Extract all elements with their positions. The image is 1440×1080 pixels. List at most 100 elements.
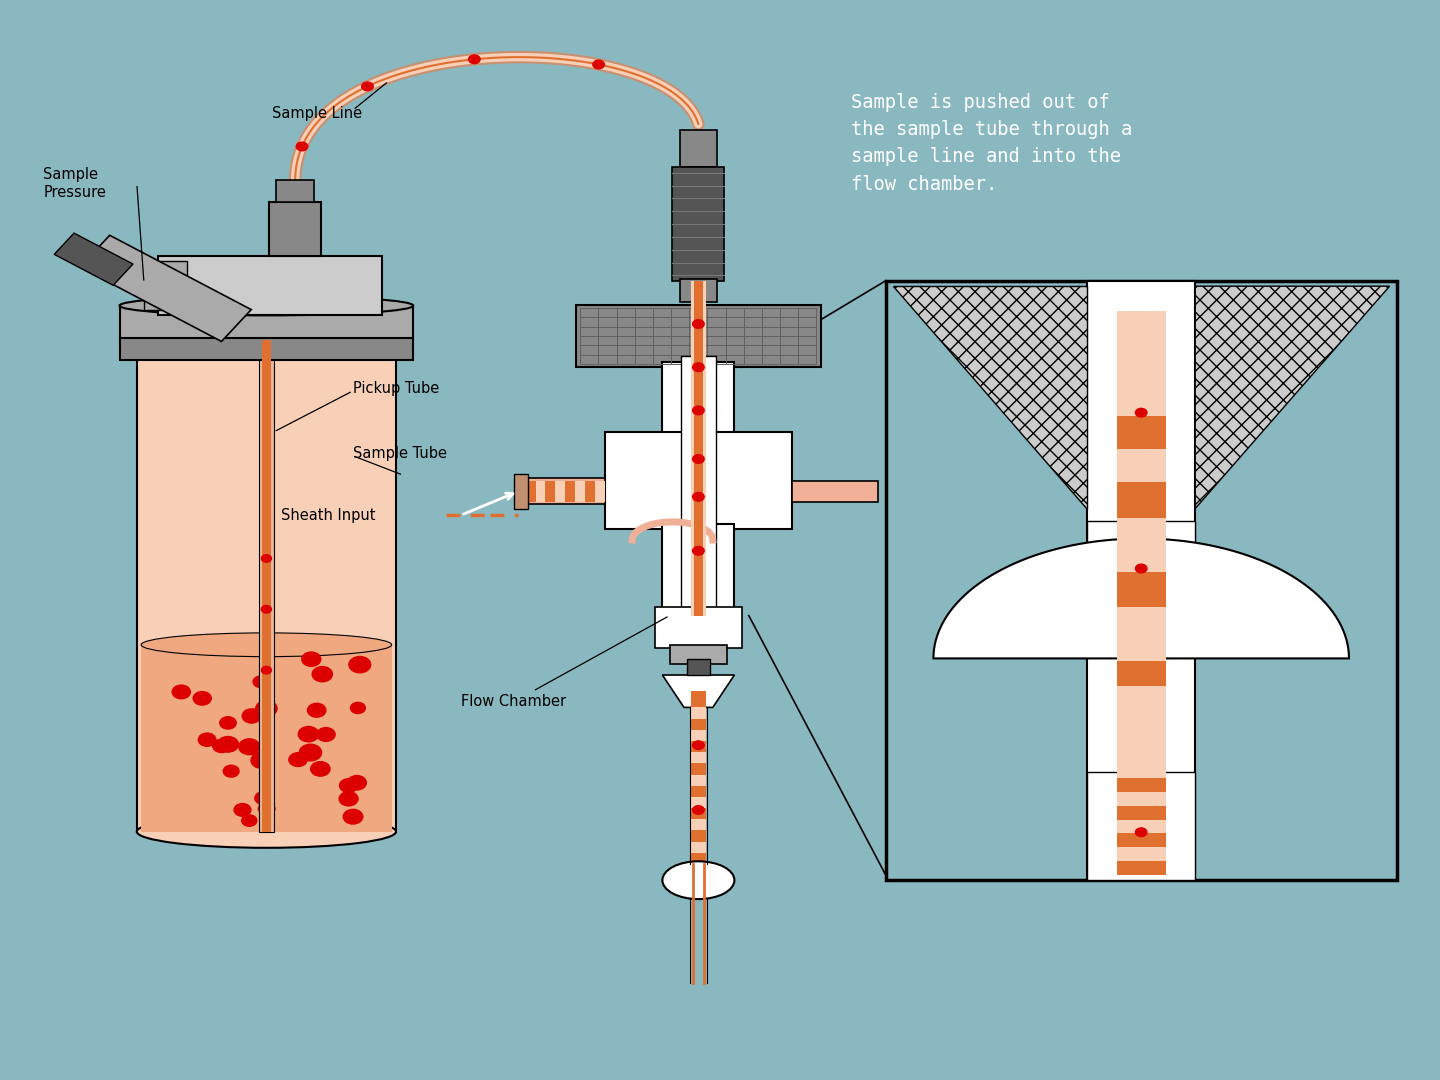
- Circle shape: [261, 606, 271, 613]
- Bar: [1087, 772, 1195, 880]
- Bar: [1117, 805, 1165, 820]
- Circle shape: [693, 320, 704, 328]
- Circle shape: [693, 546, 704, 555]
- Circle shape: [217, 737, 239, 752]
- Bar: [514, 474, 528, 509]
- Bar: [546, 481, 556, 502]
- Circle shape: [255, 792, 272, 805]
- Circle shape: [361, 82, 373, 91]
- Text: Sample Line: Sample Line: [272, 106, 361, 121]
- Bar: [662, 524, 734, 610]
- Circle shape: [312, 666, 333, 681]
- Circle shape: [350, 702, 366, 714]
- Circle shape: [693, 492, 704, 501]
- Bar: [144, 261, 187, 310]
- Bar: [691, 837, 706, 853]
- Polygon shape: [893, 286, 1087, 509]
- Circle shape: [199, 733, 216, 746]
- Circle shape: [693, 406, 704, 415]
- Bar: [886, 281, 1397, 880]
- Bar: [1117, 819, 1165, 834]
- Bar: [691, 769, 706, 786]
- Circle shape: [593, 60, 605, 69]
- Bar: [1117, 764, 1165, 779]
- Bar: [655, 607, 742, 648]
- Circle shape: [213, 740, 230, 753]
- Bar: [276, 180, 314, 202]
- Bar: [575, 481, 585, 502]
- Circle shape: [302, 652, 321, 666]
- Bar: [681, 356, 716, 616]
- Text: Sample Tube: Sample Tube: [353, 446, 446, 461]
- Circle shape: [348, 657, 370, 673]
- Circle shape: [693, 455, 704, 463]
- Bar: [595, 481, 605, 502]
- Text: Sheath Input: Sheath Input: [281, 508, 376, 523]
- Bar: [691, 725, 706, 741]
- Circle shape: [693, 363, 704, 372]
- Bar: [1117, 791, 1165, 806]
- Bar: [691, 825, 706, 841]
- Bar: [1117, 416, 1165, 448]
- Bar: [120, 306, 413, 340]
- Circle shape: [253, 676, 269, 688]
- Circle shape: [193, 691, 212, 705]
- Circle shape: [308, 703, 325, 717]
- Text: Sample
Pressure: Sample Pressure: [43, 167, 107, 200]
- Bar: [691, 848, 706, 864]
- Bar: [792, 481, 878, 502]
- Bar: [141, 645, 392, 832]
- Polygon shape: [662, 675, 734, 707]
- Circle shape: [220, 717, 236, 729]
- Circle shape: [300, 744, 321, 761]
- Bar: [576, 305, 821, 367]
- Circle shape: [340, 779, 357, 793]
- Bar: [1117, 448, 1165, 482]
- Bar: [1117, 482, 1165, 517]
- Circle shape: [261, 666, 271, 674]
- Circle shape: [251, 753, 272, 769]
- Bar: [526, 478, 605, 504]
- Bar: [137, 340, 396, 832]
- Bar: [691, 814, 706, 831]
- Bar: [691, 714, 706, 730]
- Bar: [1087, 281, 1195, 880]
- Circle shape: [235, 804, 251, 816]
- Circle shape: [298, 727, 318, 742]
- Ellipse shape: [141, 633, 392, 657]
- Bar: [1087, 521, 1195, 551]
- Ellipse shape: [662, 862, 734, 899]
- Circle shape: [468, 55, 480, 64]
- Bar: [680, 279, 717, 302]
- Bar: [1117, 311, 1165, 416]
- Bar: [672, 167, 724, 281]
- Bar: [1117, 833, 1165, 847]
- Bar: [556, 481, 564, 502]
- Circle shape: [347, 775, 366, 789]
- Polygon shape: [1195, 286, 1390, 509]
- Text: Pickup Tube: Pickup Tube: [353, 381, 439, 396]
- Circle shape: [317, 728, 336, 741]
- Bar: [662, 362, 734, 443]
- Bar: [1117, 846, 1165, 861]
- Bar: [1117, 517, 1165, 571]
- Circle shape: [289, 753, 307, 767]
- Bar: [585, 481, 595, 502]
- Circle shape: [223, 766, 239, 778]
- Bar: [691, 691, 706, 707]
- Circle shape: [693, 741, 704, 750]
- Circle shape: [1136, 828, 1148, 837]
- Bar: [605, 432, 792, 529]
- Bar: [1117, 571, 1165, 607]
- Bar: [670, 645, 727, 664]
- Bar: [564, 481, 575, 502]
- Bar: [687, 659, 710, 675]
- Circle shape: [693, 806, 704, 814]
- Circle shape: [340, 792, 359, 806]
- Bar: [694, 281, 703, 616]
- Ellipse shape: [120, 296, 413, 315]
- Bar: [691, 747, 706, 764]
- Bar: [1117, 860, 1165, 875]
- Bar: [259, 340, 274, 832]
- Bar: [1117, 778, 1165, 792]
